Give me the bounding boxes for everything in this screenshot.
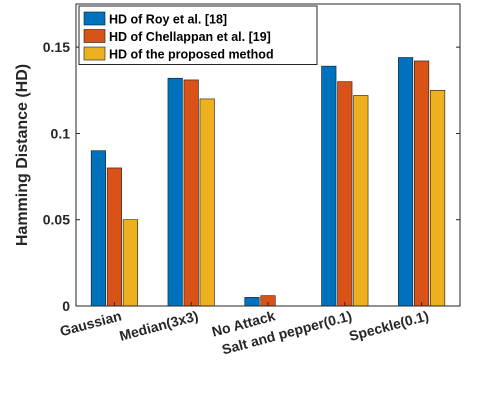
x-category-label: Speckle(0.1) [347, 307, 430, 344]
legend-label: HD of Roy et al. [18] [109, 13, 227, 27]
legend-swatch [83, 29, 106, 43]
y-tick-label: 0 [62, 298, 70, 314]
y-tick-label: 0.15 [43, 39, 70, 55]
bar-3-2 [199, 98, 215, 307]
y-tick-label: 0.1 [51, 125, 71, 141]
bar-3-4 [353, 95, 369, 307]
bar-2-2 [183, 79, 199, 307]
legend-swatch [83, 11, 106, 26]
bar-1-1 [90, 150, 106, 307]
bar-1-3 [244, 297, 260, 307]
legend-label: HD of the proposed method [109, 48, 274, 62]
bar-3-1 [122, 219, 138, 307]
bar-1-4 [321, 65, 337, 307]
bar-2-5 [414, 60, 430, 307]
bar-1-2 [167, 77, 183, 307]
bar-1-5 [398, 57, 414, 307]
bar-2-4 [337, 81, 353, 307]
y-axis-title: Hamming Distance (HD) [14, 64, 31, 246]
legend-box [78, 5, 318, 65]
legend-swatch [83, 46, 106, 61]
x-category-label: Median(3x3) [118, 307, 200, 343]
bar-2-1 [106, 167, 122, 307]
legend-label: HD of Chellappan et al. [19] [109, 30, 271, 44]
y-tick-label: 0.05 [43, 212, 70, 228]
bar-3-5 [430, 89, 446, 307]
